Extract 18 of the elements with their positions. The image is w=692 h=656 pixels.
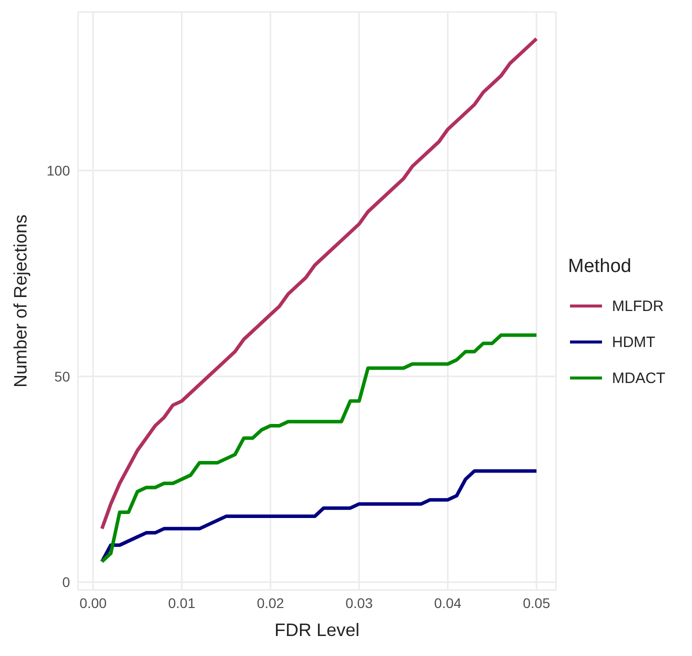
x-tick-label: 0.05 bbox=[522, 594, 550, 611]
x-axis-title: FDR Level bbox=[274, 620, 360, 640]
x-tick-label: 0.02 bbox=[256, 594, 284, 611]
x-tick-label: 0.01 bbox=[168, 594, 196, 611]
legend-title: Method bbox=[568, 256, 632, 278]
x-tick-label: 0.00 bbox=[79, 594, 107, 611]
legend-label: MLFDR bbox=[612, 298, 664, 314]
line-series bbox=[100, 37, 538, 530]
y-tick-label: 0 bbox=[62, 574, 70, 590]
line-series bbox=[100, 333, 538, 564]
legend-label: MDACT bbox=[612, 370, 666, 386]
y-tick-label: 100 bbox=[46, 162, 70, 178]
line-series bbox=[100, 469, 538, 564]
x-tick-label: 0.04 bbox=[434, 594, 462, 611]
legend-label: HDMT bbox=[612, 334, 656, 350]
y-axis-title: Number of Rejections bbox=[10, 214, 30, 388]
x-tick-label: 0.03 bbox=[346, 594, 373, 611]
y-tick-label: 50 bbox=[54, 368, 70, 384]
